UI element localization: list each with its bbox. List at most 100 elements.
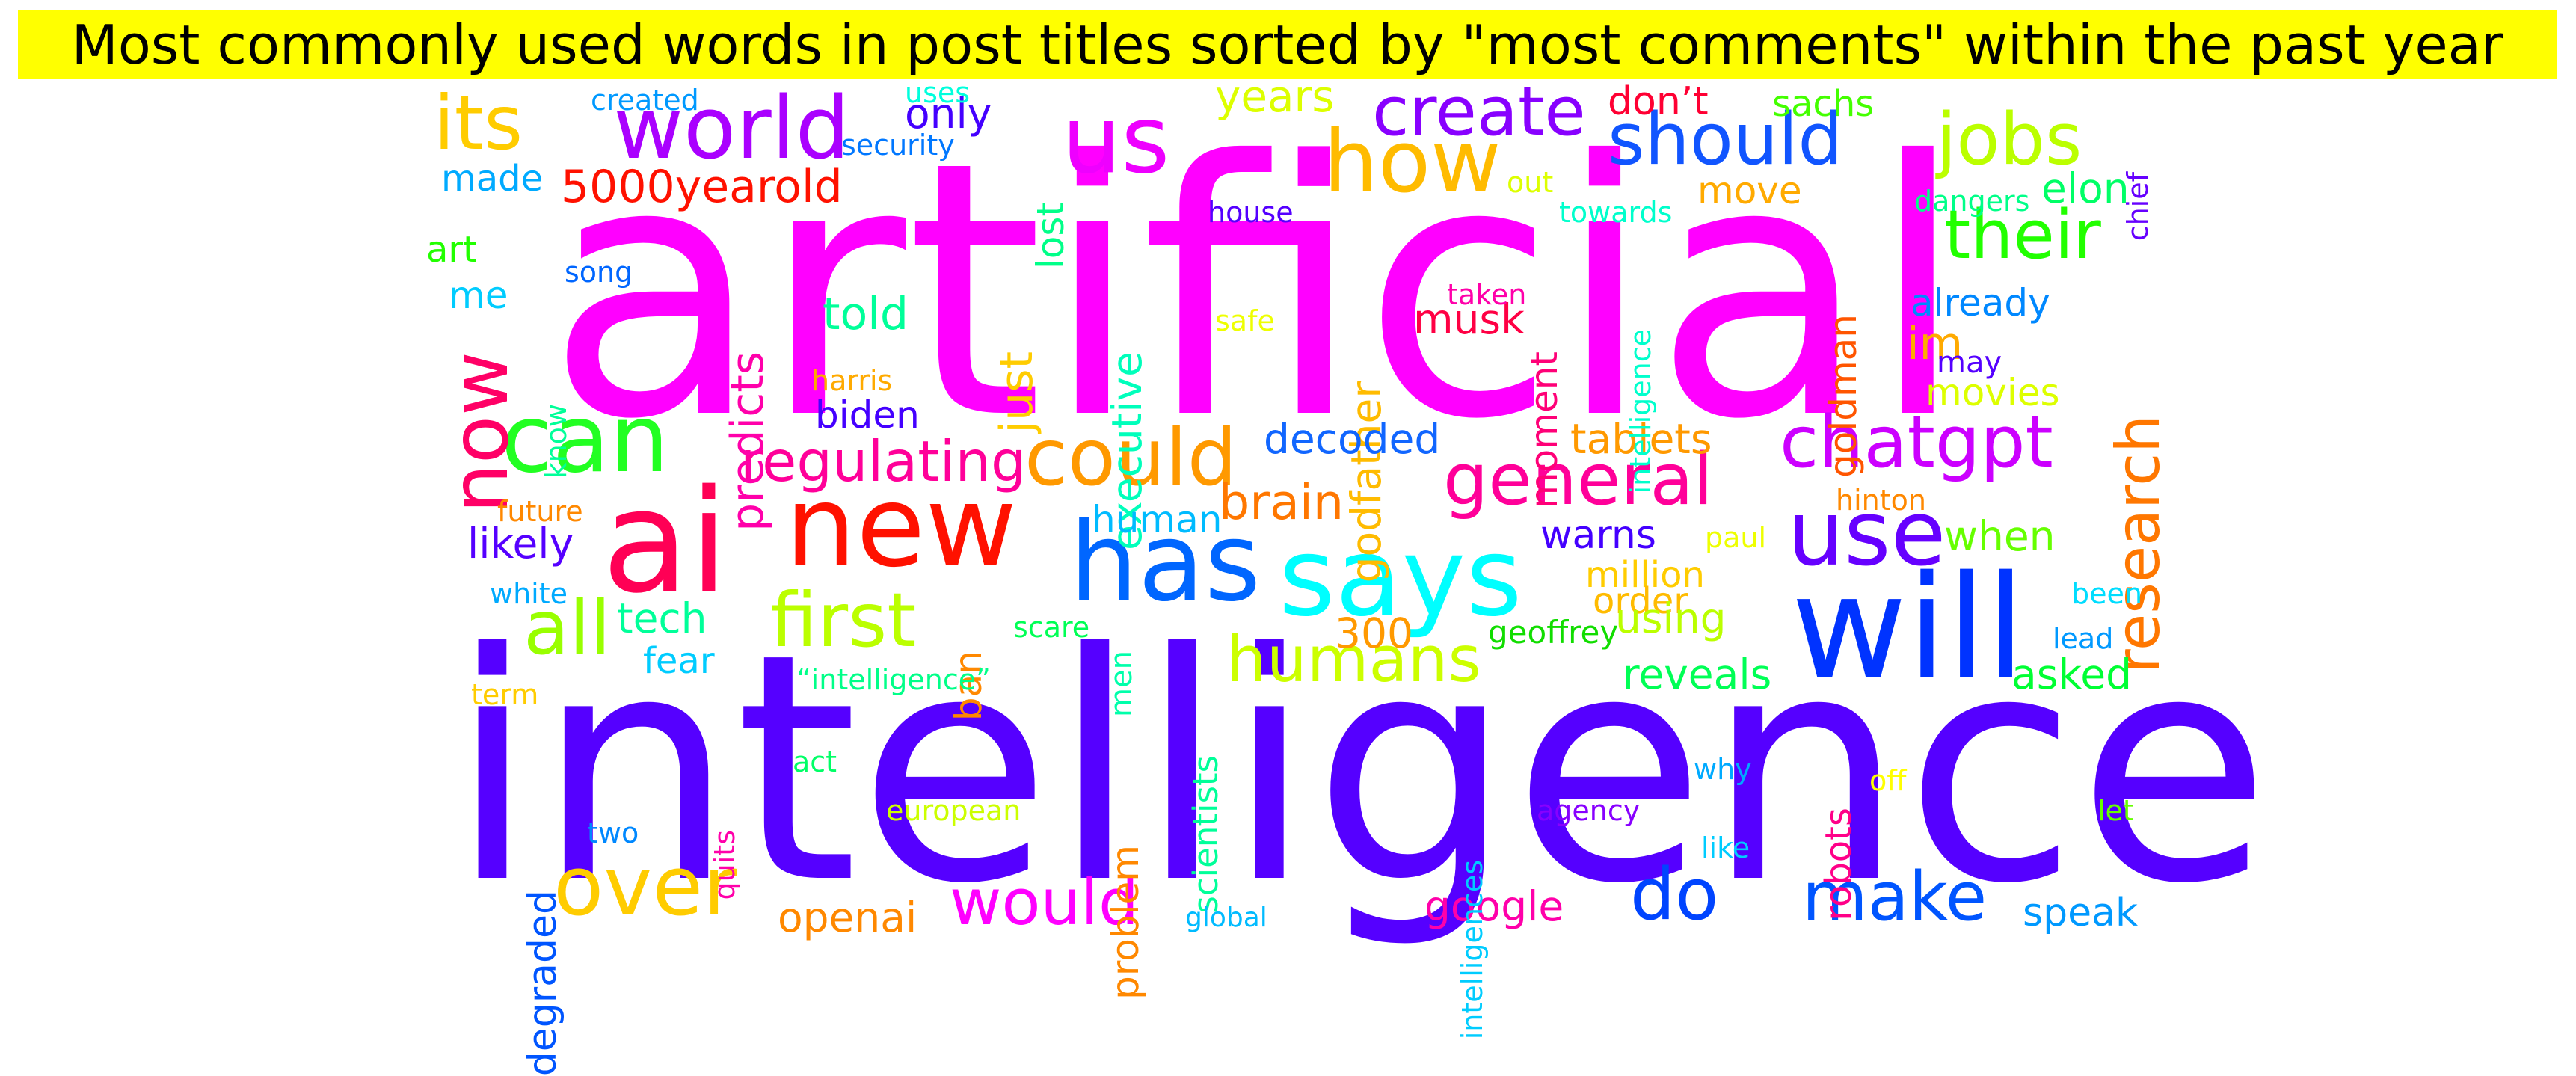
cloud-word: act (793, 745, 837, 778)
cloud-word: goldman (1822, 314, 1865, 478)
cloud-word: years (1215, 71, 1335, 122)
cloud-word: security (841, 129, 955, 162)
cloud-word: likely (467, 520, 574, 568)
cloud-word: me (449, 274, 508, 317)
cloud-word: safe (1215, 304, 1275, 337)
cloud-word: made (441, 158, 544, 200)
cloud-word: scare (1013, 611, 1090, 644)
cloud-word: fear (643, 640, 715, 682)
cloud-word: house (1208, 196, 1294, 229)
cloud-word: reveals (1623, 651, 1772, 698)
cloud-word: how (1324, 112, 1501, 212)
cloud-word: use (1787, 482, 1946, 586)
cloud-word: all (523, 584, 611, 671)
cloud-word: order (1593, 580, 1688, 622)
cloud-word: can (501, 385, 669, 494)
cloud-word: openai (778, 894, 917, 941)
cloud-word: do (1630, 854, 1719, 936)
cloud-word: jobs (1937, 99, 2082, 181)
cloud-word: robots (1818, 808, 1860, 921)
cloud-word: move (1697, 169, 1802, 212)
cloud-word: world (613, 79, 850, 179)
cloud-word: decoded (1264, 415, 1441, 463)
cloud-word: “intelligence” (796, 663, 991, 696)
cloud-word: taken (1447, 278, 1527, 311)
cloud-word: may (1937, 345, 2002, 380)
cloud-word: told (823, 288, 909, 340)
cloud-word: problem (1104, 845, 1147, 1000)
cloud-word: using (1615, 594, 1727, 642)
cloud-word: like (1701, 831, 1750, 864)
cloud-word: uses (905, 76, 971, 109)
cloud-word: now (434, 351, 526, 514)
cloud-word: know (540, 404, 573, 479)
cloud-word: why (1694, 753, 1752, 786)
cloud-word: musk (1413, 295, 1525, 343)
cloud-word: chief (2121, 172, 2154, 242)
cloud-word: global (1185, 903, 1267, 933)
cloud-word: already (1911, 281, 2050, 325)
cloud-word: humans (1226, 623, 1481, 697)
cloud-word: should (1608, 99, 1843, 181)
cloud-word: just (991, 351, 1043, 434)
cloud-word: general (1443, 439, 1714, 521)
cloud-word: only (905, 90, 992, 138)
cloud-word: its (434, 79, 523, 167)
word-cloud: artificial intelligence ai new will says has us… (426, 71, 2271, 1076)
cloud-word: sachs (1772, 83, 1875, 125)
cloud-word: over (553, 838, 737, 934)
cloud-word: dangers (1914, 185, 2030, 218)
cloud-word: when (1944, 512, 2056, 560)
cloud-word: future (497, 495, 583, 528)
cloud-word: geoffrey (1488, 614, 1619, 651)
cloud-word: moment (1522, 351, 1566, 509)
cloud-word: artificial (546, 87, 1967, 496)
cloud-word: 5000yearold (561, 161, 843, 213)
cloud-word: lead (2053, 622, 2114, 655)
cloud-word: tablets (1570, 415, 1712, 463)
cloud-word: scientists (1186, 755, 1226, 914)
cloud-word: song (565, 256, 633, 289)
cloud-word: agency (1537, 794, 1641, 827)
cloud-word: intelligence (449, 587, 2271, 953)
cloud-word: godfather (1342, 381, 1390, 583)
cloud-word: intelligences (1456, 860, 1489, 1040)
cloud-word: us (1062, 86, 1170, 194)
cloud-word: asked (2011, 651, 2132, 698)
cloud-word: been (2071, 577, 2142, 610)
cloud-word: first (770, 577, 917, 664)
cloud-word: towards (1559, 196, 1673, 229)
cloud-word: paul (1705, 521, 1767, 554)
cloud-word: google (1424, 882, 1564, 930)
cloud-word: out (1507, 166, 1554, 199)
cloud-word: will (1791, 545, 2026, 710)
cloud-word: create (1372, 73, 1586, 151)
cloud-word: quits (708, 830, 741, 900)
cloud-word: two (587, 817, 639, 849)
cloud-word: term (471, 678, 539, 711)
cloud-word: off (1869, 764, 1907, 797)
cloud-word: would (950, 866, 1139, 940)
cloud-word: white (490, 577, 568, 610)
cloud-word: new (785, 462, 1018, 592)
cloud-word: human (1092, 498, 1223, 541)
cloud-word: million (1585, 554, 1705, 596)
cloud-word: could (1024, 412, 1238, 503)
cloud-word: has (1069, 499, 1261, 626)
cloud-word: art (426, 229, 477, 271)
cloud-word: their (1944, 196, 2101, 274)
cloud-word: 300 (1335, 609, 1413, 657)
cloud-word: ai (602, 459, 729, 624)
cloud-word: lost (1029, 202, 1072, 270)
cloud-word: tech (617, 594, 707, 642)
cloud-word: biden (815, 393, 920, 437)
cloud-word: degraded (520, 890, 565, 1076)
cloud-word: regulating (740, 428, 1027, 494)
cloud-word: im (1907, 318, 1964, 370)
cloud-word: hinton (1836, 484, 1926, 517)
cloud-word: created (591, 84, 699, 117)
cloud-word: speak (2023, 891, 2139, 935)
cloud-word: warns (1540, 513, 1656, 558)
cloud-word: elon (2041, 165, 2130, 212)
cloud-word: says (1279, 514, 1522, 641)
